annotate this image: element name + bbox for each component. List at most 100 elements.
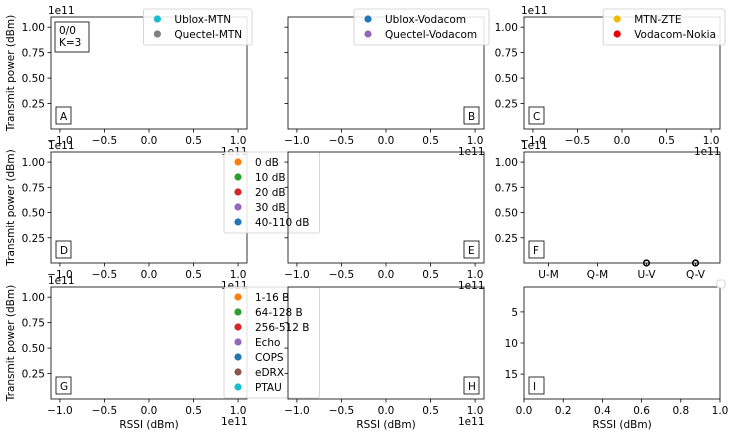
x-tick-label: 0.0 — [614, 135, 631, 147]
legend-label: 256-512 B — [255, 322, 309, 334]
y-tick-label: 0.25 — [495, 233, 518, 245]
legend-marker — [234, 203, 242, 211]
x-tick-label: 0.0 — [378, 269, 395, 281]
x-tick-label: −1.0 — [284, 405, 310, 417]
legend-box — [223, 286, 320, 399]
legend-label: 0 dB — [255, 157, 279, 169]
annotation-text: K=3 — [59, 37, 81, 49]
y-tick-label: 0.50 — [22, 208, 45, 220]
y-tick-label: 1.00 — [22, 292, 45, 304]
panel-letter: G — [60, 381, 68, 393]
x-axis-label: RSSI (dBm) — [119, 419, 178, 431]
x-tick-label: 0.6 — [633, 405, 650, 417]
legend-label: 40-110 dB — [255, 217, 309, 229]
panel-A: −1.0−0.50.00.51.01e110.250.500.751.001e1… — [5, 5, 253, 158]
y-tick-label: 1.00 — [22, 22, 45, 34]
legend-marker — [613, 15, 621, 23]
x-tick-label: 0.0 — [516, 405, 533, 417]
legend-box — [142, 8, 253, 46]
panel-letter: F — [533, 245, 539, 257]
panel-letter-box — [55, 106, 72, 125]
legend-label: 20 dB — [255, 187, 286, 199]
legend-marker — [234, 293, 242, 301]
x-exponent-label: 1e11 — [221, 416, 248, 428]
x-tick-label: 0.0 — [141, 405, 158, 417]
x-axis-label: RSSI (dBm) — [592, 419, 651, 431]
panel-letter: B — [468, 111, 475, 123]
y-tick-label: 0.75 — [22, 48, 45, 60]
panel-letter: D — [60, 245, 68, 257]
x-tick-label: 1.0 — [703, 135, 720, 147]
panel-letter-box — [55, 240, 72, 259]
x-tick-label: −1.0 — [47, 135, 73, 147]
y-exponent-label: 1e11 — [521, 5, 548, 17]
panel-letter-box — [463, 240, 480, 259]
x-tick-label: −0.5 — [329, 405, 355, 417]
y-tick-label: 0.50 — [22, 343, 45, 355]
y-tick-label: 0.50 — [22, 73, 45, 85]
legend-label: Ublox-Vodacom — [385, 14, 466, 26]
x-tick-label: 1.0 — [230, 135, 247, 147]
y-tick-label: 15 — [505, 369, 518, 381]
panel-letter-box — [528, 106, 545, 125]
x-tick-label: Q-V — [686, 269, 706, 281]
y-tick-label: 1.00 — [22, 157, 45, 169]
x-tick-label: 1.0 — [230, 405, 247, 417]
x-tick-label: −0.5 — [329, 135, 355, 147]
legend-label: 64-128 B — [255, 307, 303, 319]
legend-label: MTN-ZTE — [634, 14, 681, 26]
legend-marker — [153, 30, 161, 38]
y-tick-label: 1.00 — [495, 22, 518, 34]
y-tick-label: 0.25 — [495, 99, 518, 111]
panel-G: −1.0 −0.5 0.0 0.5 1.01e110.250.500.751.001e1… — [5, 275, 320, 431]
x-tick-label: 0.4 — [594, 405, 611, 417]
y-axis-label: Transmit power (dBm) — [5, 149, 17, 266]
x-tick-label: −1.0 — [284, 135, 310, 147]
y-exponent-label: 1e11 — [48, 5, 75, 17]
x-tick-label: 1.0 — [467, 135, 484, 147]
data-point — [691, 259, 700, 267]
x-tick-label: −0.5 — [92, 269, 118, 281]
x-tick-label: 1.0 — [712, 405, 729, 417]
axes-frame — [50, 286, 248, 400]
x-tick-label: 0.0 — [378, 135, 395, 147]
y-tick-label: 5 — [511, 307, 518, 319]
legend-marker — [234, 308, 242, 316]
x-tick-label: 0.8 — [672, 405, 689, 417]
legend — [716, 279, 726, 289]
axes-frame — [523, 151, 721, 264]
x-tick-label: −1.0 — [284, 269, 310, 281]
y-axis-label: Transmit power (dBm) — [5, 15, 17, 132]
panel-letter: H — [468, 381, 476, 393]
legend-label: PTAU — [255, 382, 282, 394]
axes-frame — [523, 286, 721, 400]
annotation-box — [54, 21, 90, 53]
y-tick-label: 0.50 — [495, 208, 518, 220]
panel-letter: E — [468, 245, 475, 257]
x-tick-label: 0.0 — [378, 405, 395, 417]
panel-I: 0.0 0.2 0.4 0.6 0.8 1.0 5 10 15 RSSI (dBm) I — [505, 279, 729, 431]
panel-letter: A — [60, 111, 68, 123]
legend-label: COPS — [255, 352, 284, 364]
x-tick-label: −1.0 — [47, 405, 73, 417]
legend-label: 30 dB — [255, 202, 286, 214]
legend-label: eDRX — [255, 367, 284, 379]
x-tick-label: 1.0 — [467, 269, 484, 281]
legend-label: 1-16 B — [255, 292, 289, 304]
y-exponent-label: 1e11 — [521, 140, 548, 152]
y-axis-label: Transmit power (dBm) — [5, 285, 17, 402]
x-tick-label: 0.5 — [658, 135, 675, 147]
panel-letter-box — [463, 376, 480, 395]
panel-letter-box — [528, 240, 545, 259]
legend-marker — [234, 323, 242, 331]
x-axis-label: RSSI (dBm) — [356, 419, 415, 431]
legend: Ublox-MTN Quectel-MTN — [142, 8, 253, 46]
data-point — [642, 259, 651, 267]
annotation-text: 0/0 — [59, 25, 76, 37]
x-tick-label: −0.5 — [565, 135, 591, 147]
legend-marker — [153, 15, 161, 23]
axes-frame — [50, 151, 248, 264]
x-tick-label: 0.0 — [141, 269, 158, 281]
x-tick-label: 0.0 — [141, 135, 158, 147]
